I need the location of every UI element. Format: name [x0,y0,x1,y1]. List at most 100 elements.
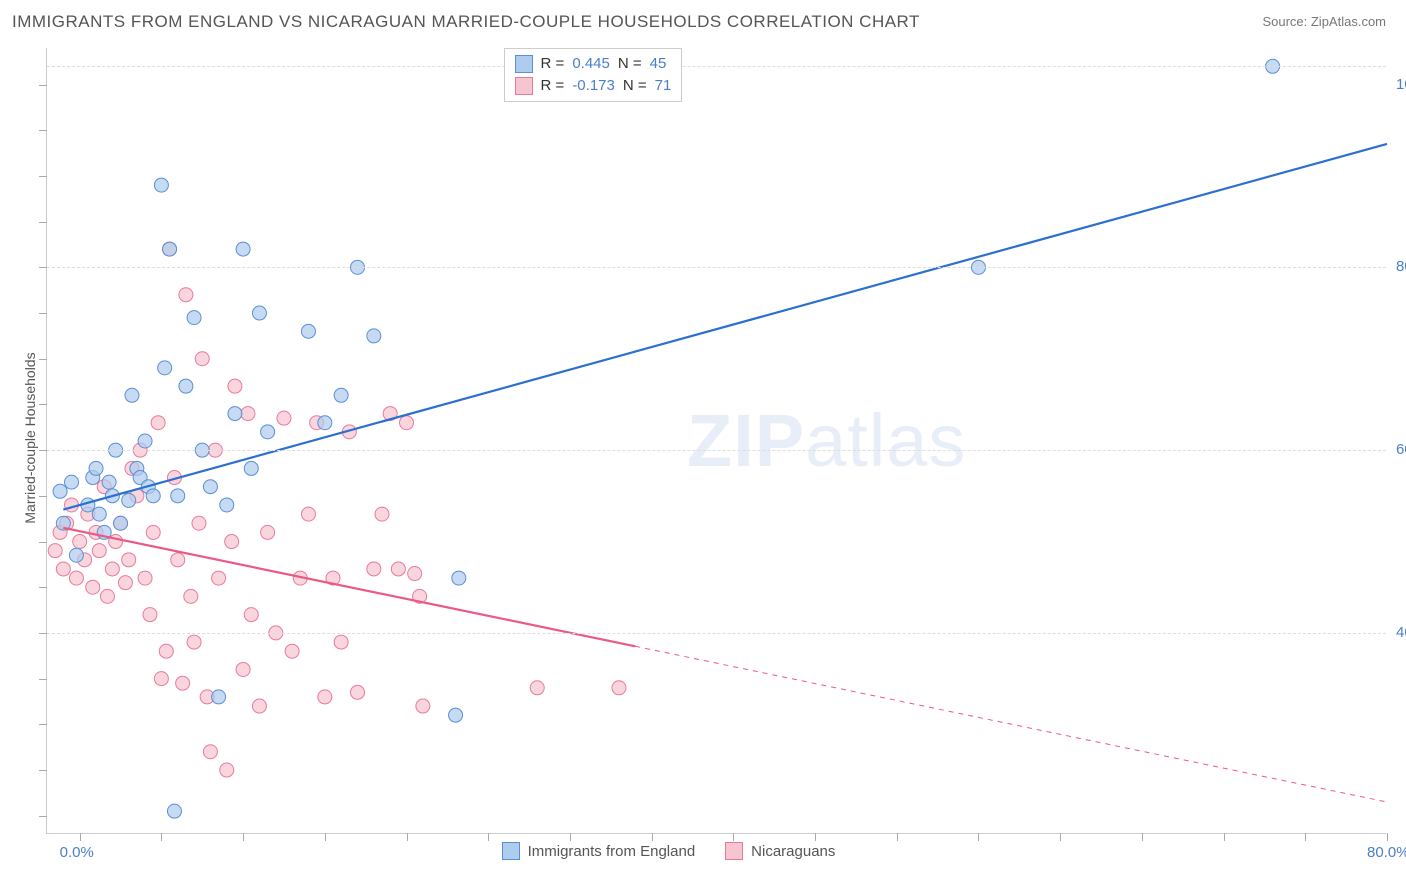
tick-x [1224,833,1225,841]
scatter-point [236,242,250,256]
scatter-point [301,324,315,338]
scatter-point [203,480,217,494]
tick-x [1060,833,1061,841]
legend-n-value: 71 [655,75,672,97]
legend-swatch [725,842,743,860]
tick-x [570,833,571,841]
y-tick-label: 60.0% [1396,441,1406,458]
tick-y [39,724,47,725]
tick-x [733,833,734,841]
scatter-point [56,562,70,576]
scatter-point [334,635,348,649]
scatter-point [228,407,242,421]
tick-x [488,833,489,841]
scatter-point [530,681,544,695]
tick-y [39,496,47,497]
scatter-point [92,544,106,558]
plot-svg [47,48,1386,833]
tick-y [39,770,47,771]
scatter-point [416,699,430,713]
scatter-point [261,525,275,539]
scatter-point [146,489,160,503]
gridline-h [47,633,1386,634]
scatter-point [241,407,255,421]
scatter-point [408,567,422,581]
scatter-point [212,571,226,585]
tick-x [897,833,898,841]
gridline-h [47,66,1386,67]
legend-swatch [515,77,533,95]
scatter-point [179,288,193,302]
scatter-point [334,388,348,402]
tick-y [39,313,47,314]
gridline-h [47,450,1386,451]
x-tick-label: 0.0% [60,844,94,861]
scatter-point [159,644,173,658]
scatter-point [244,608,258,622]
chart-container: IMMIGRANTS FROM ENGLAND VS NICARAGUAN MA… [0,0,1406,892]
tick-x [243,833,244,841]
legend-swatch [502,842,520,860]
scatter-point [212,690,226,704]
scatter-point [167,804,181,818]
scatter-point [225,535,239,549]
scatter-point [367,562,381,576]
scatter-point [203,745,217,759]
tick-x [652,833,653,841]
scatter-point [100,589,114,603]
scatter-point [143,608,157,622]
scatter-point [92,507,106,521]
scatter-point [367,329,381,343]
scatter-point [277,411,291,425]
scatter-point [195,352,209,366]
tick-y [39,633,47,634]
scatter-point [171,553,185,567]
scatter-point [452,571,466,585]
tick-y [39,85,47,86]
tick-x [815,833,816,841]
scatter-point [184,589,198,603]
scatter-point [122,493,136,507]
tick-y [39,587,47,588]
legend-stats: R = 0.445 N = 45 R = -0.173 N = 71 [504,48,683,102]
scatter-point [89,461,103,475]
legend-n-label: N = [618,53,642,75]
scatter-point [73,535,87,549]
legend-stats-row: R = -0.173 N = 71 [515,75,672,97]
scatter-point [125,388,139,402]
scatter-point [158,361,172,375]
scatter-point [69,548,83,562]
scatter-point [86,580,100,594]
tick-y [39,450,47,451]
scatter-point [220,763,234,777]
scatter-point [252,699,266,713]
scatter-point [154,178,168,192]
scatter-point [138,434,152,448]
scatter-point [612,681,626,695]
scatter-point [252,306,266,320]
tick-x [978,833,979,841]
scatter-point [187,635,201,649]
plot-area: ZIPatlas 40.0%60.0%80.0%100.0%0.0%80.0% [46,48,1386,834]
scatter-point [65,475,79,489]
tick-y [39,359,47,360]
scatter-point [192,516,206,530]
scatter-point [261,425,275,439]
scatter-point [285,644,299,658]
tick-y [39,542,47,543]
chart-title: IMMIGRANTS FROM ENGLAND VS NICARAGUAN MA… [12,12,920,32]
y-tick-label: 100.0% [1396,76,1406,93]
y-tick-label: 80.0% [1396,258,1406,275]
legend-series-label: Nicaraguans [751,843,835,860]
legend-swatch [515,55,533,73]
tick-x [1387,833,1388,841]
scatter-point [391,562,405,576]
scatter-point [449,708,463,722]
tick-y [39,679,47,680]
y-axis-label: Married-couple Households [22,338,38,538]
scatter-point [244,461,258,475]
legend-r-label: R = [541,53,565,75]
scatter-point [146,525,160,539]
scatter-point [400,416,414,430]
scatter-point [114,516,128,530]
